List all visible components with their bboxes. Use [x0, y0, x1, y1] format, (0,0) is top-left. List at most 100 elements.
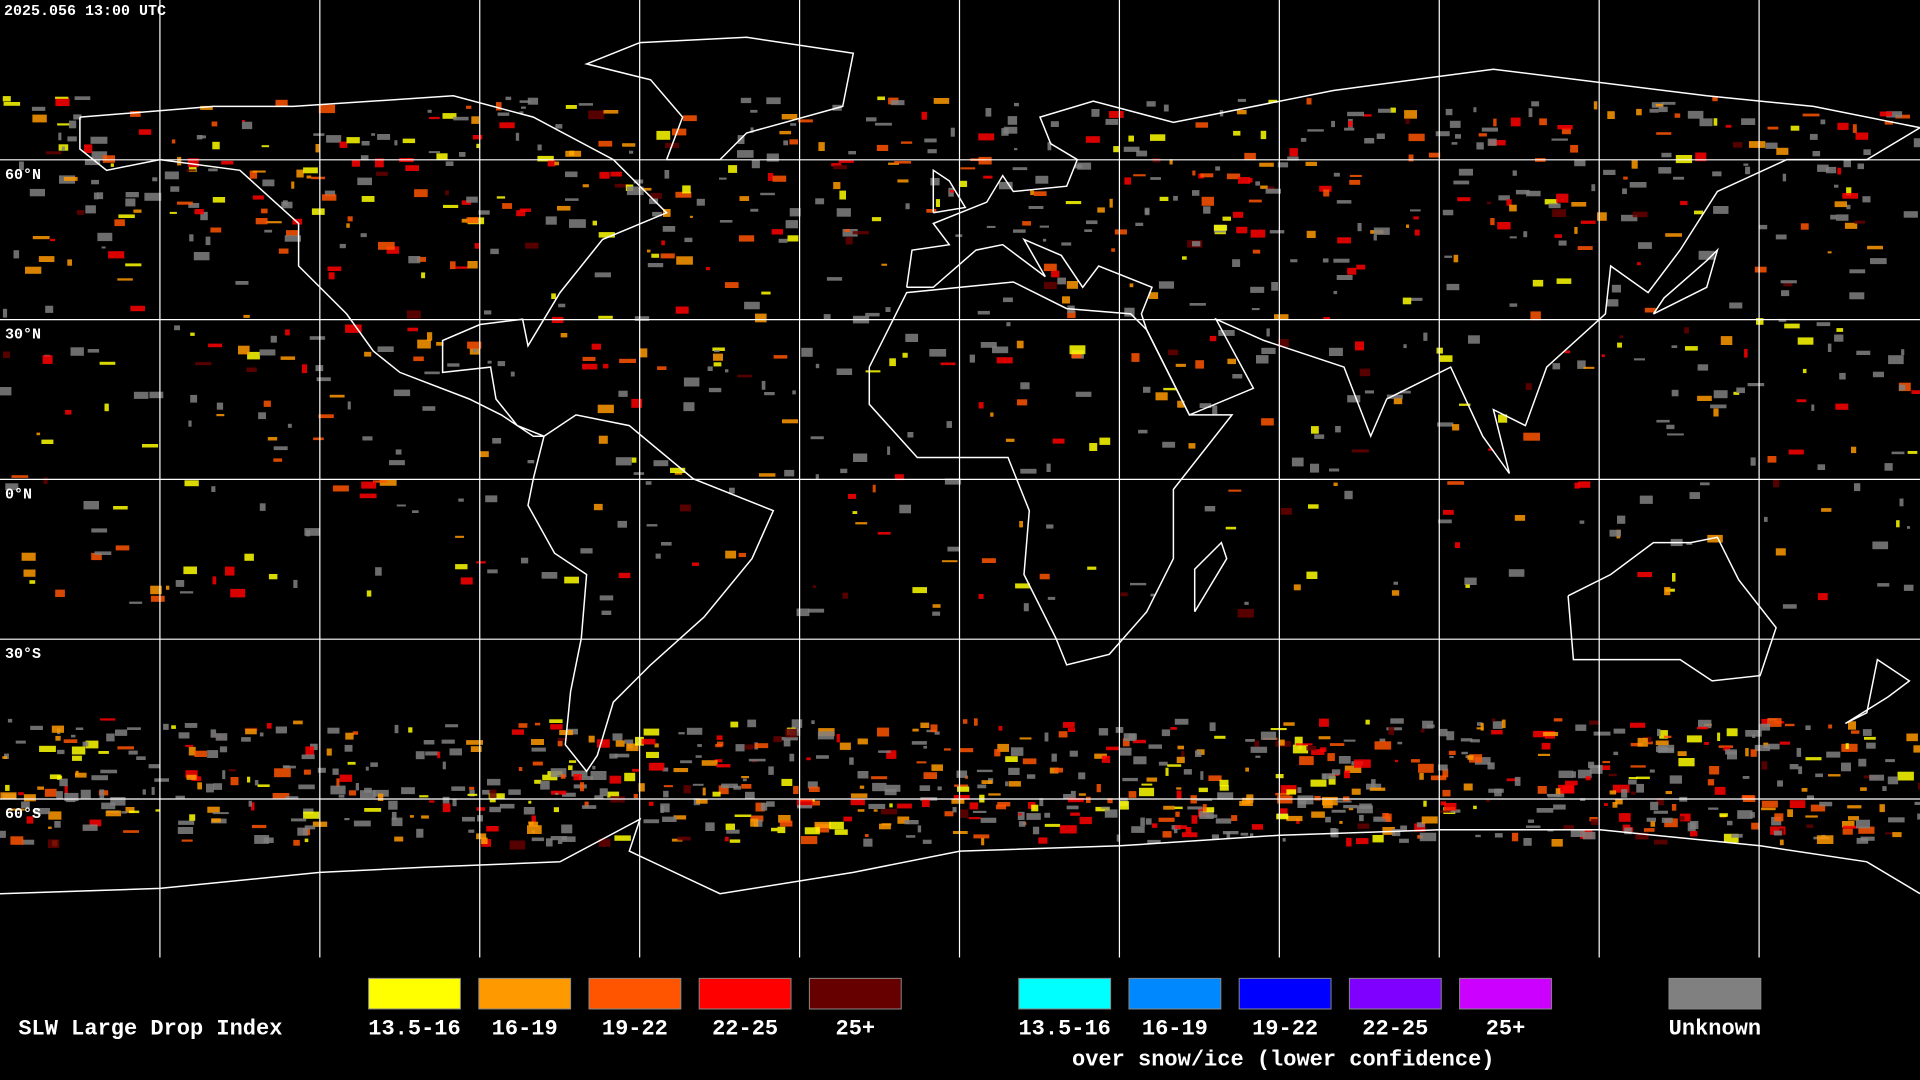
cloud-pixel	[1411, 759, 1420, 763]
cloud-pixel	[527, 825, 542, 834]
cloud-pixel	[597, 404, 614, 414]
cloud-pixel	[441, 739, 455, 744]
cloud-pixel	[344, 744, 353, 752]
cloud-pixel	[1232, 211, 1244, 218]
cloud-pixel	[1251, 824, 1263, 830]
cloud-pixel	[155, 809, 161, 812]
cloud-pixel	[1602, 765, 1611, 770]
cloud-pixel	[1709, 766, 1720, 775]
cloud-pixel	[408, 727, 413, 733]
cloud-pixel	[1150, 134, 1166, 141]
cloud-pixel	[473, 348, 478, 353]
cloud-pixel	[1723, 746, 1731, 751]
cloud-pixel	[386, 246, 400, 254]
cloud-pixel	[1780, 280, 1797, 284]
cloud-pixel	[1195, 360, 1204, 369]
cloud-pixel	[927, 149, 937, 154]
cloud-pixel	[1572, 771, 1576, 778]
cloud-pixel	[416, 828, 424, 838]
cloud-pixel	[960, 809, 969, 818]
cloud-pixel	[113, 506, 128, 510]
cloud-pixel	[21, 801, 30, 809]
cloud-pixel	[1139, 787, 1155, 797]
cloud-pixel	[489, 798, 496, 803]
cloud-pixel	[1116, 834, 1121, 842]
cloud-pixel	[641, 738, 656, 745]
cloud-pixel	[1419, 832, 1437, 842]
cloud-pixel	[558, 303, 566, 308]
cloud-pixel	[1084, 229, 1093, 232]
cloud-pixel	[881, 808, 898, 815]
cloud-pixel	[1637, 737, 1648, 747]
cloud-pixel	[1531, 101, 1540, 107]
cloud-pixel	[1650, 801, 1659, 811]
cloud-pixel	[660, 805, 664, 813]
cloud-pixel	[1132, 739, 1146, 744]
cloud-pixel	[25, 266, 42, 274]
cloud-pixel	[1278, 739, 1285, 746]
cloud-pixel	[497, 361, 506, 367]
cloud-pixel	[550, 724, 563, 730]
cloud-pixel	[0, 387, 12, 396]
cloud-pixel	[115, 545, 130, 551]
cloud-pixel	[2, 308, 8, 318]
cloud-pixel	[305, 746, 315, 756]
cloud-pixel	[1209, 335, 1217, 342]
cloud-pixel	[1400, 825, 1407, 832]
cloud-pixel	[1019, 521, 1023, 528]
cloud-pixel	[1129, 283, 1134, 288]
cloud-pixel	[449, 748, 462, 756]
cloud-pixel	[529, 821, 539, 827]
cloud-pixel	[598, 838, 611, 847]
cloud-pixel	[452, 798, 457, 807]
cloud-pixel	[1347, 111, 1364, 117]
cloud-pixel	[1038, 837, 1048, 844]
cloud-pixel	[346, 223, 350, 228]
cloud-pixel	[118, 214, 135, 218]
cloud-pixel	[1448, 750, 1456, 755]
cloud-pixel	[1018, 813, 1022, 816]
cloud-pixel	[1673, 176, 1685, 180]
cloud-pixel	[1192, 241, 1201, 247]
cloud-pixel	[773, 736, 782, 743]
cloud-pixel	[771, 229, 783, 235]
cloud-pixel	[1835, 403, 1849, 410]
cloud-pixel	[391, 817, 403, 827]
cloud-pixel	[1836, 328, 1844, 332]
cloud-pixel	[48, 811, 62, 820]
cloud-pixel	[814, 821, 831, 828]
cloud-pixel	[750, 815, 764, 822]
cloud-pixel	[298, 784, 315, 790]
cloud-pixel	[1797, 337, 1814, 345]
cloud-pixel	[1057, 277, 1066, 285]
cloud-pixel	[1344, 765, 1362, 773]
cloud-pixel	[545, 216, 557, 225]
cloud-pixel	[1070, 812, 1080, 816]
cloud-pixel	[1404, 110, 1417, 119]
cloud-pixel	[1862, 729, 1872, 736]
cloud-pixel	[427, 109, 432, 113]
cloud-pixel	[1348, 120, 1353, 127]
cloud-pixel	[977, 784, 987, 789]
cloud-pixel	[645, 481, 652, 485]
cloud-pixel	[1686, 735, 1702, 743]
cloud-pixel	[768, 766, 774, 775]
cloud-pixel	[327, 727, 340, 734]
cloud-pixel	[1402, 297, 1412, 305]
cloud-pixel	[1488, 788, 1504, 793]
cloud-pixel	[332, 768, 339, 775]
cloud-pixel	[1849, 269, 1866, 274]
cloud-pixel	[1649, 108, 1659, 113]
cloud-pixel	[1717, 732, 1721, 741]
cloud-pixel	[429, 116, 440, 120]
cloud-pixel	[87, 349, 100, 353]
cloud-pixel	[531, 815, 536, 823]
cloud-pixel	[1209, 722, 1216, 732]
cloud-pixel	[1551, 839, 1563, 847]
cloud-pixel	[1443, 509, 1454, 515]
cloud-pixel	[1537, 786, 1547, 794]
cloud-pixel	[1659, 730, 1668, 739]
cloud-pixel	[888, 162, 899, 165]
cloud-pixel	[361, 481, 377, 489]
cloud-pixel	[1256, 355, 1269, 364]
